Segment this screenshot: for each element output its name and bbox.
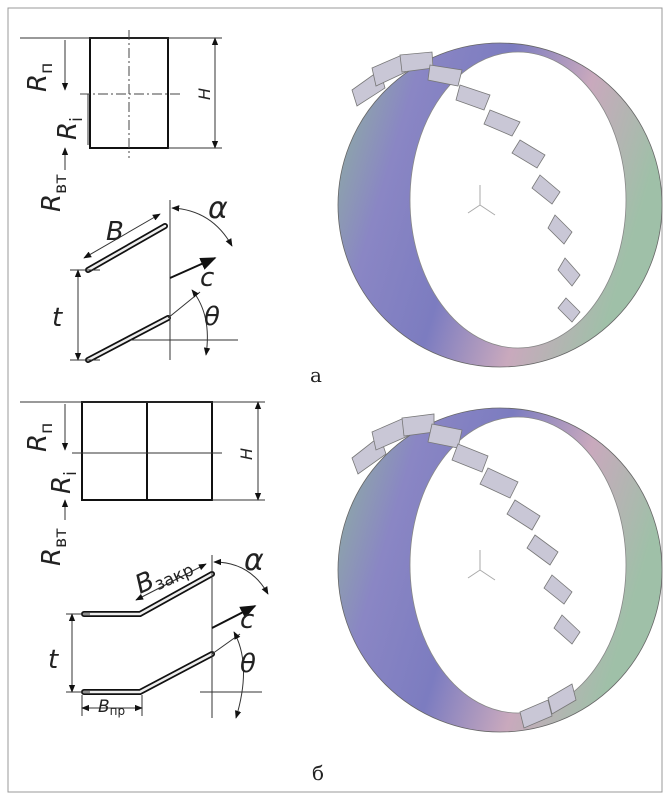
drawing-line	[213, 558, 269, 595]
label-part: вт	[51, 528, 71, 548]
drawing-line	[483, 109, 521, 137]
drawing-line	[211, 605, 257, 629]
h-label: H	[237, 448, 256, 460]
drawing-line	[557, 297, 581, 323]
drawing-line	[409, 51, 627, 349]
drawing-line	[371, 54, 407, 87]
drawing-line	[167, 291, 201, 319]
drawing-line	[557, 257, 581, 287]
panel-b: Rп Ri Rвт H Bзакр α c t Bпр θ б	[20, 401, 663, 785]
label-part: R	[23, 74, 53, 92]
drawing-line	[82, 652, 214, 694]
drawing-line	[526, 534, 559, 566]
label-part: i	[61, 471, 81, 476]
drawing-line	[171, 205, 233, 247]
drawing-line	[427, 64, 463, 87]
r-vt-label: Rвт	[37, 528, 71, 566]
c-label: c	[240, 605, 254, 635]
r-i-label: Ri	[47, 471, 81, 494]
panel-a: Rп Ri Rвт H B α c t θ а	[20, 30, 663, 387]
label-part: п	[37, 423, 57, 434]
label-part: B	[98, 697, 110, 717]
drawing-line	[467, 185, 496, 216]
t-label: t	[48, 645, 59, 675]
drawing-line	[511, 139, 546, 169]
label-part: п	[37, 63, 57, 74]
label-part: R	[37, 548, 67, 566]
r-vt-label: Rвт	[37, 174, 71, 212]
drawing-line	[371, 417, 409, 451]
drawing-line	[83, 213, 161, 259]
label-part: R	[23, 434, 53, 452]
drawing-line	[211, 633, 241, 655]
drawing-line	[191, 289, 211, 356]
drawing-line	[467, 550, 496, 581]
drawing-line	[506, 499, 541, 531]
alpha-label: α	[208, 191, 228, 226]
c-label: c	[200, 263, 214, 293]
drawing-line	[169, 257, 217, 279]
drawing-line	[81, 651, 215, 695]
drawing-line	[543, 574, 573, 605]
drawing-line	[409, 416, 627, 714]
r-i-label: Ri	[53, 117, 87, 140]
h-label: H	[195, 88, 214, 100]
ring-3d	[337, 407, 663, 733]
drawing-line	[451, 443, 489, 473]
caption: б	[312, 761, 324, 785]
drawing-line	[399, 51, 434, 73]
alpha-label: α	[244, 543, 264, 578]
drawing-line	[86, 224, 167, 272]
b-label: B	[106, 217, 124, 247]
drawing-line	[547, 683, 577, 715]
frame	[7, 7, 663, 793]
label-part: i	[67, 117, 87, 122]
drawing-line	[553, 614, 581, 645]
ring-3d	[337, 42, 663, 368]
label-part: R	[47, 476, 77, 494]
drawing-line	[547, 214, 573, 245]
drawing-line	[455, 84, 491, 111]
theta-label: θ	[240, 649, 256, 679]
caption: а	[310, 363, 322, 387]
drawing-line	[531, 174, 561, 205]
drawing-line	[135, 563, 207, 601]
r-p-label: Rп	[23, 423, 57, 452]
drawing-line	[86, 316, 170, 362]
t-label: t	[52, 303, 63, 333]
label-part: R	[37, 194, 67, 212]
r-p-label: Rп	[23, 63, 57, 92]
drawing-line	[233, 631, 244, 719]
drawing-line	[519, 699, 553, 729]
label-part: пр	[110, 704, 125, 718]
b-zakr-label: Bзакр	[131, 549, 197, 602]
theta-label: θ	[204, 302, 220, 332]
label-part: вт	[51, 174, 71, 194]
drawing-line	[401, 413, 435, 437]
b-pr-label: Bпр	[98, 697, 125, 718]
label-part: закр	[152, 560, 197, 595]
drawing-line	[479, 467, 519, 499]
label-part: R	[53, 122, 83, 140]
